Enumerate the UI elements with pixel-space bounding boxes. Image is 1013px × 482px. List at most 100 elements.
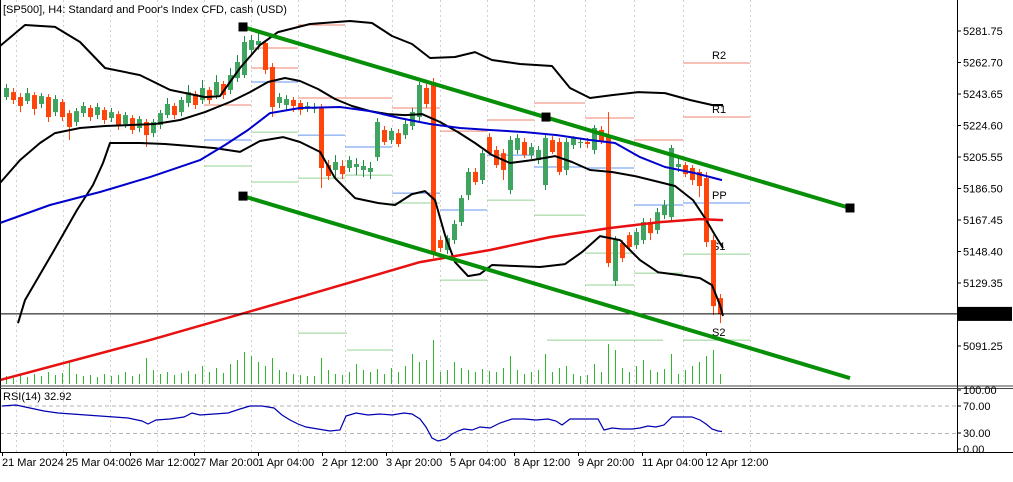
candle-up: [529, 146, 534, 156]
candle-up: [277, 97, 282, 104]
candle-up: [81, 105, 86, 114]
candle-up: [466, 171, 471, 196]
time-axis-label: 3 Apr 20:00: [386, 457, 442, 469]
rsi-axis-label: 70.00: [963, 401, 991, 413]
time-axis-label: 25 Mar 04:00: [66, 457, 131, 469]
candle-up: [389, 130, 394, 141]
candle-up: [410, 112, 415, 126]
candle-down: [11, 92, 16, 101]
time-axis-label: 2 Apr 12:00: [322, 457, 378, 469]
indicator-lines: [0, 20, 724, 382]
candle-up: [214, 82, 219, 96]
candle-up: [536, 149, 541, 161]
trendline-handle[interactable]: [238, 191, 248, 201]
candle-up: [354, 164, 359, 167]
current-price-value: 5110.63: [961, 309, 1000, 321]
candle-down: [585, 142, 590, 145]
candle-up: [347, 160, 352, 168]
candle-down: [620, 243, 625, 259]
candle-down: [697, 171, 702, 187]
candle-up: [417, 84, 422, 118]
trendline-handle[interactable]: [541, 112, 551, 122]
price-axis-label: 5148.40: [963, 246, 1003, 258]
time-axis-label: 27 Mar 20:00: [194, 457, 259, 469]
candle-down: [704, 178, 709, 243]
candle-up: [284, 99, 289, 105]
candle-down: [263, 42, 268, 70]
candle-down: [648, 222, 653, 234]
candle-down: [32, 95, 37, 109]
rsi-axis-label: 0.00: [963, 444, 984, 456]
candle-up: [242, 41, 247, 76]
candle-up: [95, 106, 100, 116]
candle-up: [109, 112, 114, 119]
candle-up: [375, 122, 380, 158]
price-axis-label: 5167.45: [963, 215, 1003, 227]
candle-up: [508, 140, 513, 190]
candle-down: [690, 167, 695, 181]
candle-down: [340, 166, 345, 175]
price-axis-label: 5262.70: [963, 57, 1003, 69]
time-axis-label: 26 Mar 12:00: [130, 457, 195, 469]
rsi-indicator: [0, 404, 957, 442]
pivot-label-r2: R2: [712, 50, 726, 62]
pivot-label-r1: R1: [712, 104, 726, 116]
candle-down: [193, 94, 198, 105]
time-axis-label: 11 Apr 04:00: [642, 457, 704, 469]
trendline-handle[interactable]: [845, 203, 855, 213]
candle-up: [368, 167, 373, 172]
candle-down: [522, 142, 527, 156]
candle-down: [172, 105, 177, 116]
candle-down: [326, 165, 331, 177]
candle-down: [606, 135, 611, 264]
rsi-axis-label: 30.00: [963, 428, 991, 440]
candle-down: [144, 122, 149, 136]
candle-down: [431, 82, 436, 253]
candle-up: [515, 138, 520, 150]
time-axis-label: 12 Apr 12:00: [706, 457, 768, 469]
candle-down: [550, 140, 555, 152]
time-axis-label: 9 Apr 20:00: [578, 457, 634, 469]
candle-up: [669, 147, 674, 218]
candle-up: [200, 87, 205, 101]
candle-up: [480, 153, 485, 181]
candle-up: [53, 99, 58, 113]
candle-up: [25, 93, 30, 102]
candle-up: [179, 100, 184, 113]
candle-up: [578, 142, 583, 144]
fast-moving-average: [0, 106, 723, 224]
candle-down: [88, 107, 93, 118]
candle-up: [452, 224, 457, 241]
candle-down: [67, 113, 72, 127]
price-axis-label: 5243.65: [963, 89, 1003, 101]
candle-up: [74, 111, 79, 123]
current-price-tag: 5110.63: [958, 306, 1012, 321]
candle-up: [123, 115, 128, 125]
trendline-handle[interactable]: [238, 22, 248, 32]
candle-down: [487, 137, 492, 154]
candle-down: [102, 109, 107, 121]
candle-down: [60, 102, 65, 118]
candle-up: [655, 212, 660, 230]
trendline[interactable]: [242, 194, 851, 381]
time-axis-label: 21 Mar 2024: [2, 457, 64, 469]
trend-channel-lines[interactable]: [238, 22, 855, 381]
candle-up: [641, 222, 646, 241]
price-axis-label: 5091.25: [963, 341, 1003, 353]
pivot-label-pp: PP: [712, 190, 727, 202]
candle-up: [634, 231, 639, 246]
candle-up: [249, 40, 254, 50]
candle-up: [165, 103, 170, 116]
price-axis-label: 5129.35: [963, 278, 1003, 290]
bollinger-middle-band: [0, 77, 724, 249]
candle-up: [4, 87, 9, 98]
price-axis-label: 5186.50: [963, 183, 1003, 195]
candle-down: [438, 240, 443, 249]
candle-down: [382, 129, 387, 143]
candle-down: [18, 97, 23, 106]
candle-down: [711, 240, 716, 307]
volume-bars: [6, 340, 721, 384]
price-axis-label: 5281.75: [963, 26, 1003, 38]
